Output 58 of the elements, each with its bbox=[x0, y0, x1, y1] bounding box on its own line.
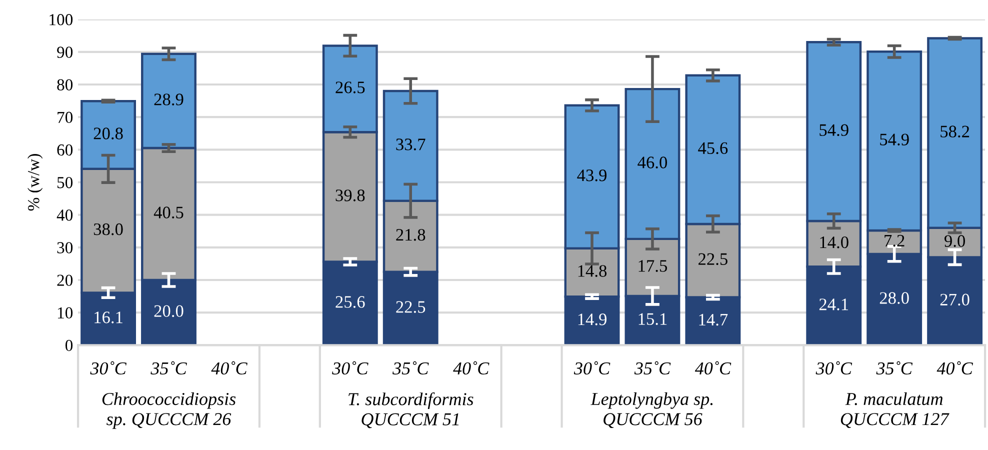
data-label: 22.5 bbox=[396, 301, 426, 313]
x-tick-label: 35˚C bbox=[150, 361, 187, 375]
data-label: 20.8 bbox=[94, 128, 123, 140]
y-tick-label: 60 bbox=[57, 144, 73, 156]
x-tick-label: 40˚C bbox=[453, 361, 490, 375]
x-tick-label: 30˚C bbox=[574, 361, 610, 375]
data-label: 22.5 bbox=[698, 253, 728, 266]
y-tick-label: 0 bbox=[65, 340, 73, 352]
data-label: 33.7 bbox=[396, 138, 426, 150]
y-tick-label: 30 bbox=[57, 242, 73, 254]
data-label: 38.0 bbox=[94, 223, 123, 236]
x-tick-label: 35˚C bbox=[392, 361, 429, 375]
y-tick-label: 70 bbox=[58, 112, 73, 124]
text: Leptolyngbya sp. QUCCCM 56 bbox=[590, 392, 713, 428]
y-tick-label: 100 bbox=[50, 14, 73, 26]
data-label: 54.9 bbox=[820, 124, 848, 136]
data-label: 20.0 bbox=[154, 305, 184, 317]
text: Chroococcidiopsis sp. QUCCCM 26 bbox=[102, 392, 236, 429]
data-label: 39.8 bbox=[336, 190, 365, 202]
data-label: 21.8 bbox=[396, 228, 426, 241]
x-tick-label: 35˚C bbox=[634, 361, 671, 375]
text: P. maculatum QUCCCM 127 bbox=[840, 392, 950, 428]
y-tick-label: 40 bbox=[56, 210, 73, 221]
data-label: 14.8 bbox=[578, 265, 607, 277]
data-label: 25.6 bbox=[336, 296, 365, 308]
data-label: 24.1 bbox=[819, 298, 848, 310]
y-tick-label: 10 bbox=[58, 307, 73, 319]
text: T. subcordiformis QUCCCM 51 bbox=[348, 392, 474, 428]
data-label: 46.0 bbox=[638, 156, 668, 168]
data-label: 26.5 bbox=[336, 82, 365, 94]
data-label: 14.0 bbox=[820, 236, 848, 248]
x-tick-label: 40˚C bbox=[694, 361, 732, 375]
y-tick-label: 80 bbox=[57, 79, 73, 90]
x-tick-label: 35˚C bbox=[876, 361, 913, 375]
data-label: 17.5 bbox=[638, 260, 667, 272]
x-tick-label: 30˚C bbox=[332, 361, 368, 375]
x-tick-label: 30˚C bbox=[90, 361, 127, 375]
data-label: 43.9 bbox=[577, 170, 606, 182]
data-label: 16.1 bbox=[94, 312, 122, 324]
data-label: 28.0 bbox=[880, 292, 909, 304]
data-label: 58.2 bbox=[940, 126, 970, 138]
y-tick-label: 20 bbox=[57, 274, 73, 286]
data-label: 27.0 bbox=[940, 294, 970, 306]
y-tick-label: 90 bbox=[57, 46, 73, 58]
data-label: 14.7 bbox=[699, 314, 728, 326]
data-label: 45.6 bbox=[698, 142, 728, 154]
y-axis-title: % (w/w) bbox=[28, 154, 43, 211]
data-label: 14.9 bbox=[578, 314, 606, 326]
data-label: 9.0 bbox=[944, 235, 965, 247]
data-label: 7.2 bbox=[884, 234, 904, 247]
data-label: 54.9 bbox=[880, 134, 909, 146]
x-tick-label: 30˚C bbox=[816, 361, 852, 375]
data-label: 28.9 bbox=[154, 94, 184, 106]
y-tick-label: 50 bbox=[57, 176, 73, 188]
x-tick-label: 40˚C bbox=[936, 361, 974, 375]
x-tick-label: 40˚C bbox=[211, 361, 248, 375]
data-label: 15.1 bbox=[638, 313, 667, 325]
data-label: 40.5 bbox=[154, 206, 184, 218]
